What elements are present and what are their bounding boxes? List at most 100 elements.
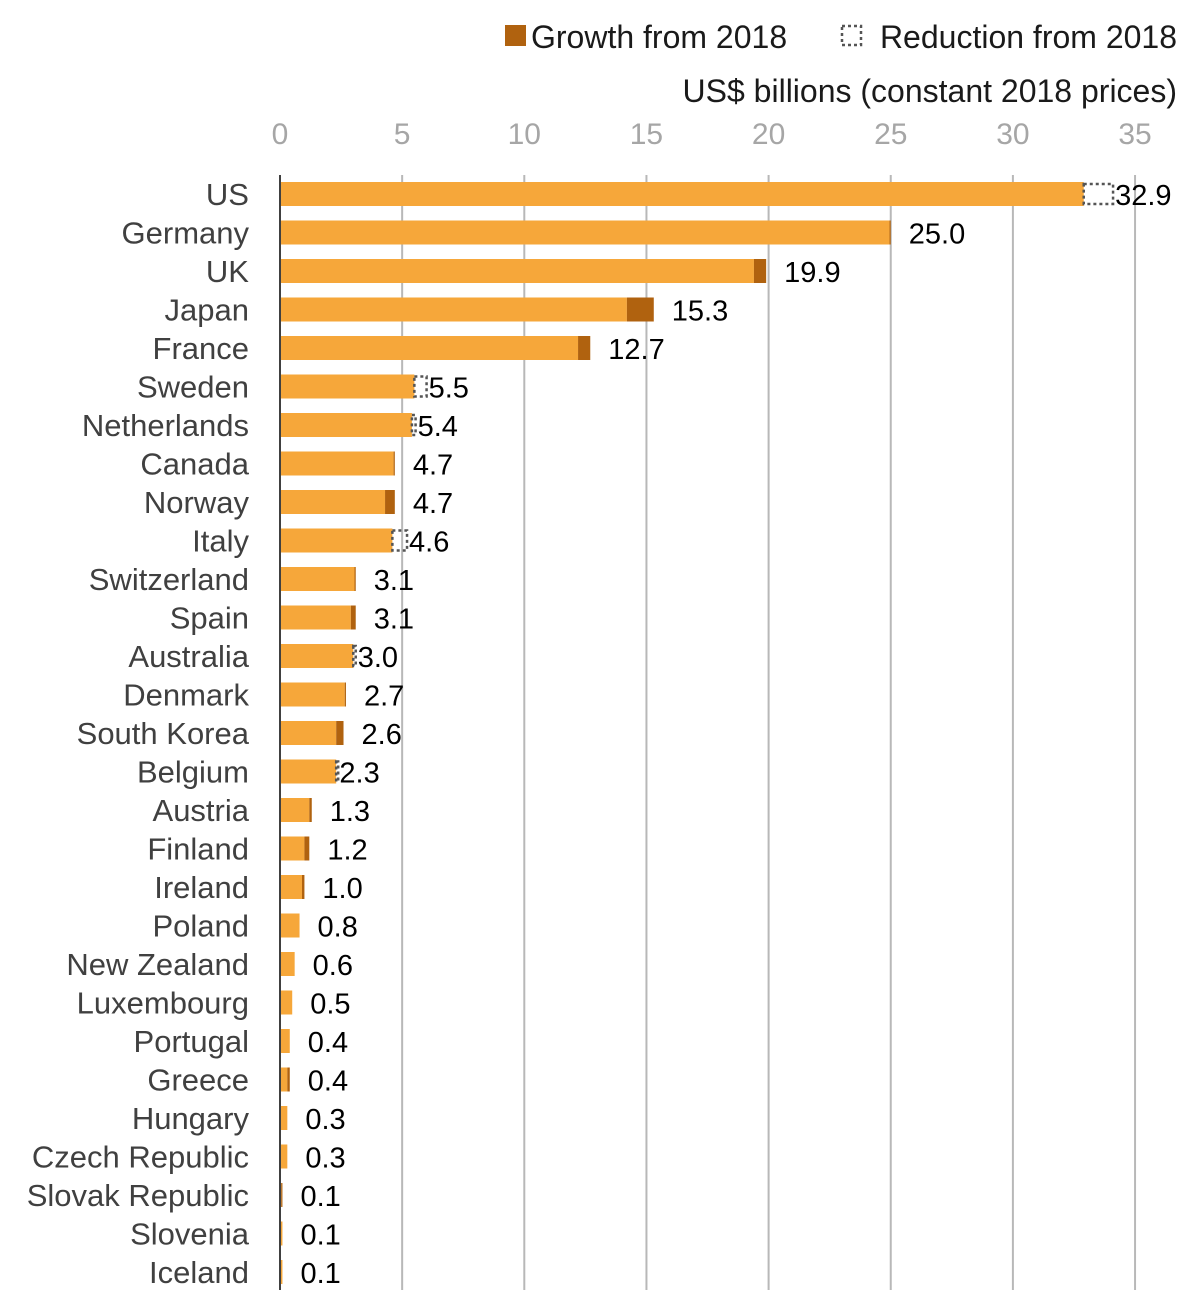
value-label: 0.1 xyxy=(300,1220,340,1252)
value-label: 0.3 xyxy=(305,1104,345,1136)
x-tick-label: 0 xyxy=(272,118,289,151)
growth-segment-uk xyxy=(753,259,767,283)
value-label: 5.5 xyxy=(429,373,469,405)
category-label: Sweden xyxy=(137,370,249,405)
growth-segment-switzerland xyxy=(354,567,356,591)
value-label: 0.4 xyxy=(308,1066,348,1098)
value-label: 15.3 xyxy=(672,296,728,328)
category-label: Denmark xyxy=(123,678,249,713)
legend-swatch-reduction xyxy=(840,24,863,47)
value-label: 3.1 xyxy=(374,604,414,636)
reduction-segment-belgium xyxy=(334,760,340,783)
growth-segment-germany xyxy=(889,220,891,245)
growth-segment-slovak-republic xyxy=(281,1183,283,1207)
growth-segment-norway xyxy=(385,490,395,514)
x-tick-label: 20 xyxy=(752,118,785,151)
value-label: 0.1 xyxy=(300,1181,340,1213)
value-label: 0.4 xyxy=(308,1027,348,1059)
value-label: 1.3 xyxy=(330,796,370,828)
bar-luxembourg xyxy=(280,990,293,1015)
value-label: 3.0 xyxy=(358,642,398,674)
value-label: 2.7 xyxy=(364,681,404,713)
bar-portugal xyxy=(280,1029,290,1053)
value-label: 5.4 xyxy=(418,411,458,443)
category-label: Japan xyxy=(165,293,249,328)
growth-segment-ireland xyxy=(301,875,305,899)
bar-hungary xyxy=(280,1106,288,1130)
category-label: Italy xyxy=(192,524,249,559)
category-label: South Korea xyxy=(77,716,250,751)
category-label: Greece xyxy=(147,1063,249,1098)
value-label: 1.0 xyxy=(322,873,362,905)
category-label: Netherlands xyxy=(82,408,249,443)
bar-slovenia xyxy=(280,1221,283,1246)
bar-greece xyxy=(280,1067,288,1092)
bar-canada xyxy=(280,451,394,476)
reduction-segment-us xyxy=(1082,182,1115,206)
bar-poland xyxy=(280,913,300,938)
value-label: 0.8 xyxy=(318,912,358,944)
x-tick-label: 10 xyxy=(508,118,541,151)
bar-finland xyxy=(280,836,305,861)
category-label: Slovenia xyxy=(130,1217,250,1252)
growth-segment-greece xyxy=(287,1067,290,1092)
bar-japan xyxy=(280,297,627,322)
x-tick-label: 30 xyxy=(996,118,1029,151)
bar-switzerland xyxy=(280,567,355,591)
growth-segment-denmark xyxy=(344,682,346,707)
bar-australia xyxy=(280,644,354,668)
category-label: New Zealand xyxy=(66,947,249,982)
value-label: 0.6 xyxy=(313,950,353,982)
bars xyxy=(280,182,1115,1284)
category-label: Spain xyxy=(170,601,249,636)
reduction-segment-netherlands xyxy=(410,413,417,437)
bar-new-zealand xyxy=(280,952,295,976)
legend: Growth from 2018 Reduction from 2018 xyxy=(505,19,1177,55)
bar-netherlands xyxy=(280,413,412,437)
value-label: 3.1 xyxy=(374,565,414,597)
bar-germany xyxy=(280,220,890,245)
value-label: 0.3 xyxy=(305,1143,345,1175)
bar-spain xyxy=(280,605,351,630)
value-label: 2.6 xyxy=(362,719,402,751)
category-label: Belgium xyxy=(137,755,249,790)
category-label: US xyxy=(206,177,249,212)
category-label: France xyxy=(153,331,249,366)
category-label: Austria xyxy=(153,793,250,828)
value-label: 2.3 xyxy=(339,758,379,790)
value-label: 19.9 xyxy=(784,257,840,289)
bar-france xyxy=(280,336,579,360)
category-label: Hungary xyxy=(132,1101,250,1136)
category-label: Luxembourg xyxy=(77,986,249,1021)
category-label: Finland xyxy=(147,832,249,867)
category-label: Switzerland xyxy=(89,562,249,597)
bar-belgium xyxy=(280,759,337,784)
reduction-segment-sweden xyxy=(413,375,428,398)
value-label: 32.9 xyxy=(1115,180,1171,212)
category-label: Poland xyxy=(152,909,249,944)
value-labels: 32.9 25.0 19.9 15.312.7 5.5 5.4 4.7 4.7 4.6 3.1 3.… xyxy=(300,180,1171,1290)
value-label: 12.7 xyxy=(608,334,664,366)
legend-label-reduction: Reduction from 2018 xyxy=(880,19,1177,55)
growth-segment-japan xyxy=(626,297,654,322)
category-label: Australia xyxy=(128,639,249,674)
category-label: Czech Republic xyxy=(32,1140,249,1175)
x-tick-label: 35 xyxy=(1118,118,1151,151)
unit-label: US$ billions (constant 2018 prices) xyxy=(683,73,1177,109)
x-tick-label: 25 xyxy=(874,118,907,151)
legend-swatch-growth xyxy=(505,25,526,46)
growth-segment-france xyxy=(578,336,591,360)
bar-austria xyxy=(280,798,310,822)
category-label: Canada xyxy=(140,447,249,482)
bar-south-korea xyxy=(280,721,337,745)
bar-italy xyxy=(280,528,393,553)
bar-iceland xyxy=(280,1260,283,1284)
x-tick-label: 5 xyxy=(394,118,411,151)
value-label: 4.7 xyxy=(413,450,453,482)
growth-segment-finland xyxy=(304,836,310,861)
value-label: 4.7 xyxy=(413,488,453,520)
x-axis-tick-labels: 0 5 10 15 20 25 30 35 xyxy=(272,118,1152,151)
bar-uk xyxy=(280,259,754,283)
